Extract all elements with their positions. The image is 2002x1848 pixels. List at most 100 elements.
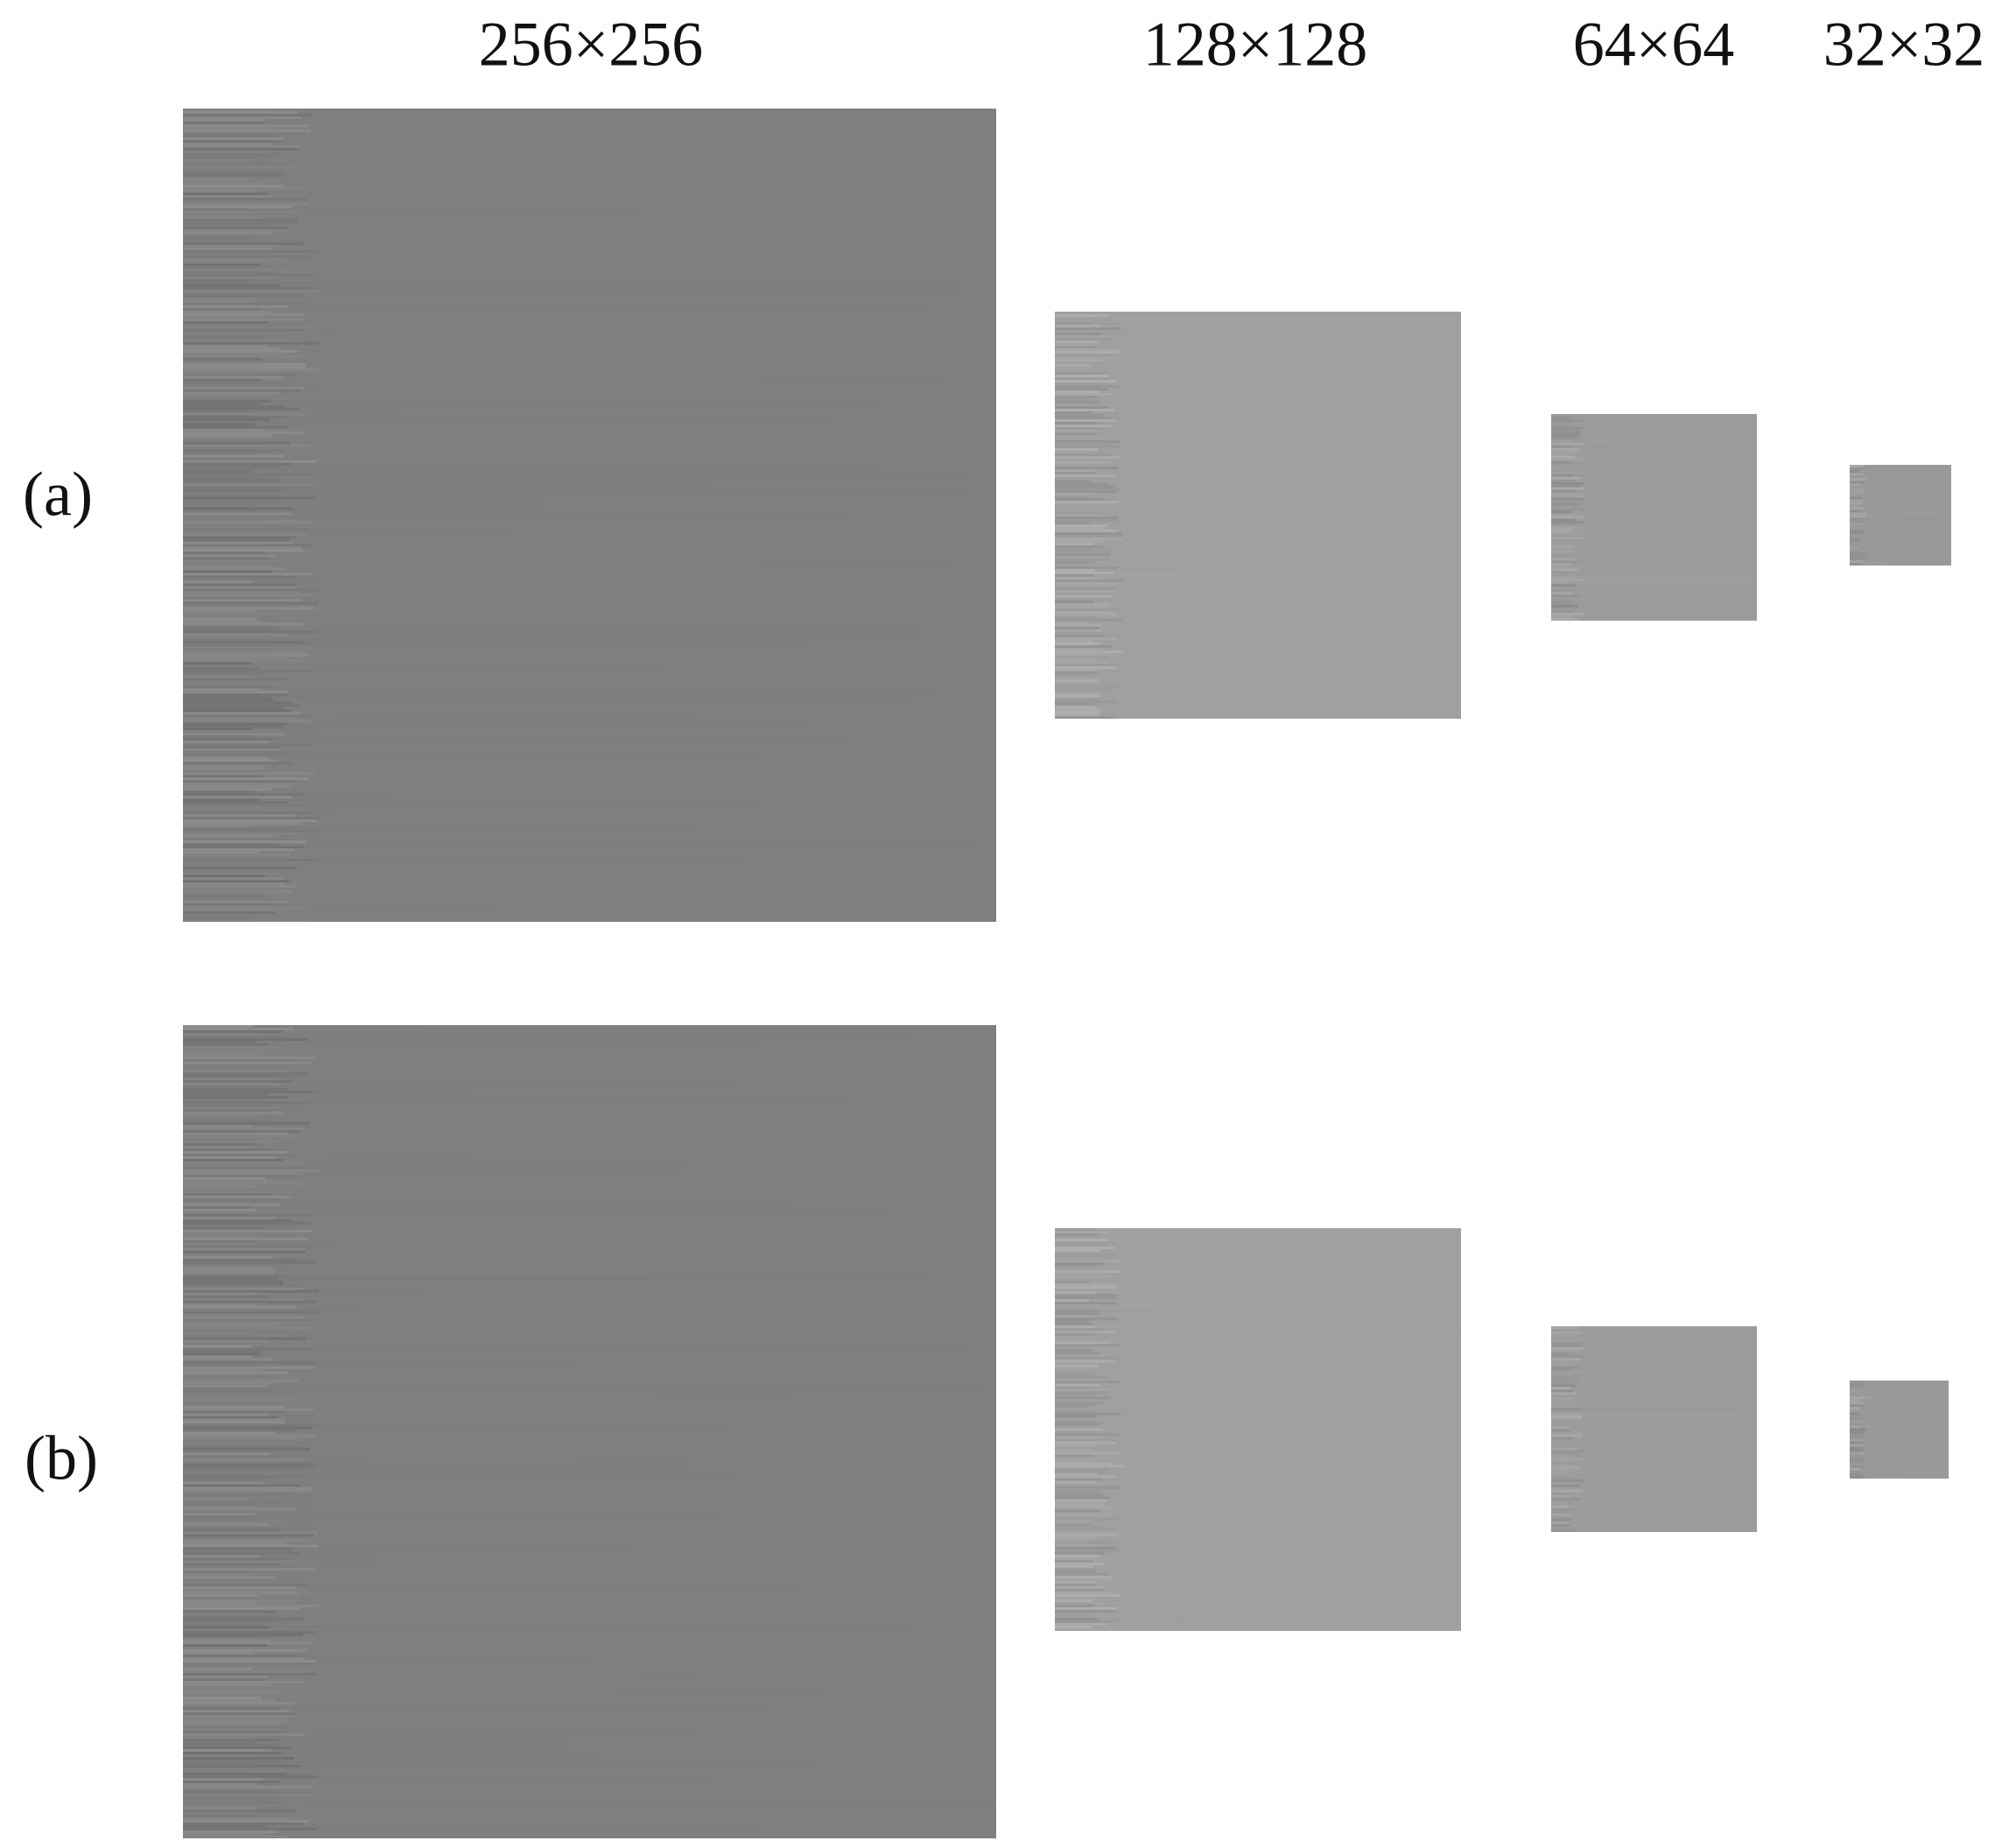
image-texture <box>1116 1388 1205 1392</box>
image-texture <box>183 439 296 442</box>
image-texture <box>1055 632 1099 635</box>
image-texture <box>1055 711 1099 713</box>
image-texture <box>1055 351 1120 354</box>
image-texture <box>256 1741 571 1745</box>
image-texture <box>1551 545 1575 548</box>
image-texture <box>183 628 281 631</box>
image-texture <box>284 323 517 327</box>
image-texture <box>183 888 279 891</box>
image-texture <box>289 525 516 529</box>
image-texture <box>267 344 756 348</box>
image-texture <box>1551 1492 1571 1495</box>
image-texture <box>183 1494 263 1498</box>
image-texture <box>1850 1404 1863 1408</box>
image-texture <box>292 507 545 510</box>
image-texture <box>183 1142 257 1146</box>
image-texture <box>1055 616 1097 619</box>
image-texture <box>1551 414 1575 417</box>
image-texture <box>183 302 308 306</box>
image-texture <box>1551 613 1585 616</box>
image-texture <box>289 297 933 300</box>
image-texture <box>1055 1480 1096 1484</box>
image-texture <box>1055 530 1119 532</box>
image-texture <box>1105 1273 1143 1276</box>
image-texture <box>183 1767 252 1771</box>
image-texture <box>1055 572 1114 574</box>
image-texture <box>1055 1493 1104 1497</box>
image-texture <box>183 554 276 558</box>
image-texture <box>183 134 277 137</box>
image-texture <box>259 307 930 311</box>
image-texture <box>281 488 967 492</box>
image-texture <box>183 1623 284 1627</box>
image-texture <box>183 911 277 915</box>
image-texture <box>183 622 304 626</box>
image-texture <box>183 741 270 744</box>
image-texture <box>1551 602 1575 606</box>
image-texture <box>183 531 306 534</box>
image-texture <box>270 399 337 403</box>
image-texture <box>183 751 289 755</box>
image-texture <box>284 415 836 418</box>
image-texture <box>183 1177 266 1180</box>
image-texture <box>183 1704 296 1708</box>
image-texture <box>183 701 292 705</box>
image-texture <box>263 806 465 810</box>
image-texture <box>1055 643 1100 645</box>
image-texture <box>1864 559 1887 563</box>
image-texture <box>183 759 278 762</box>
image-texture <box>1055 1446 1105 1450</box>
image-texture <box>1055 637 1117 640</box>
image-texture <box>273 1255 968 1259</box>
image-texture <box>183 1297 305 1301</box>
image-texture <box>1551 505 1584 509</box>
image-texture <box>183 848 294 852</box>
image-texture <box>1055 312 1093 314</box>
image-texture <box>1551 1481 1577 1485</box>
image-texture <box>1570 1360 1581 1364</box>
image-texture <box>183 1116 308 1120</box>
image-texture <box>256 1374 667 1377</box>
image-texture <box>183 1586 296 1590</box>
image-texture <box>183 1061 313 1065</box>
image-texture <box>183 746 281 749</box>
image-texture <box>252 155 352 158</box>
image-texture <box>1850 528 1863 531</box>
image-texture <box>183 1077 277 1080</box>
image-texture <box>1580 484 1687 488</box>
image-texture <box>1055 459 1113 461</box>
image-texture <box>1055 640 1093 643</box>
image-texture <box>1101 359 1146 362</box>
image-texture <box>183 1723 279 1726</box>
image-texture <box>183 109 272 111</box>
image-texture <box>183 165 299 169</box>
image-texture <box>307 1213 891 1217</box>
image-texture <box>183 1796 277 1800</box>
image-texture <box>183 1093 269 1096</box>
image-texture <box>1850 549 1861 552</box>
image-texture <box>1850 475 1861 479</box>
image-texture <box>1055 669 1101 671</box>
image-texture <box>183 1082 279 1086</box>
image-texture <box>315 830 702 833</box>
image-texture <box>1850 494 1864 497</box>
image-texture <box>183 1781 280 1784</box>
image-texture <box>1551 487 1585 490</box>
image-texture <box>1551 571 1570 574</box>
image-texture <box>183 1387 318 1390</box>
image-texture <box>183 297 290 300</box>
image-texture <box>183 1589 299 1592</box>
image-texture <box>1551 1387 1571 1390</box>
image-texture <box>1112 435 1163 438</box>
image-texture <box>308 533 868 537</box>
image-texture <box>183 1471 309 1474</box>
image-texture <box>313 607 847 610</box>
image-texture <box>183 846 304 849</box>
image-texture <box>183 1534 313 1537</box>
image-texture <box>183 672 263 676</box>
image-texture <box>183 1190 296 1193</box>
image-texture <box>283 1762 815 1766</box>
image-texture <box>183 226 289 229</box>
image-texture <box>296 1694 910 1697</box>
image-texture <box>183 436 285 439</box>
